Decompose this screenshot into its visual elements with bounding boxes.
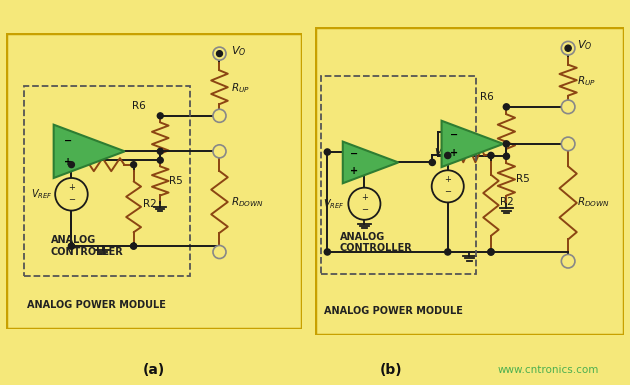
- Text: −: −: [64, 136, 72, 146]
- Text: R1: R1: [96, 146, 110, 156]
- Circle shape: [130, 243, 137, 249]
- Circle shape: [213, 145, 226, 158]
- Text: R6: R6: [132, 101, 146, 111]
- Circle shape: [130, 162, 137, 167]
- Circle shape: [213, 246, 226, 259]
- Text: www.cntronics.com: www.cntronics.com: [497, 365, 598, 375]
- Circle shape: [503, 153, 510, 159]
- Circle shape: [69, 243, 74, 249]
- Circle shape: [217, 51, 222, 57]
- Text: $V_{REF}$: $V_{REF}$: [323, 197, 345, 211]
- Text: $R_{DOWN}$: $R_{DOWN}$: [577, 196, 610, 209]
- Text: R2: R2: [500, 197, 514, 207]
- Text: −: −: [350, 149, 358, 159]
- Text: −: −: [361, 205, 368, 214]
- Circle shape: [488, 152, 494, 159]
- Text: $V_{REF}$: $V_{REF}$: [434, 146, 455, 160]
- Circle shape: [158, 148, 163, 154]
- Text: ANALOG POWER MODULE: ANALOG POWER MODULE: [27, 300, 166, 310]
- Circle shape: [158, 113, 163, 119]
- Text: R2: R2: [142, 199, 156, 209]
- Circle shape: [561, 137, 575, 151]
- Text: R1: R1: [462, 138, 476, 148]
- Text: R5: R5: [515, 174, 529, 184]
- Text: $R_{UP}$: $R_{UP}$: [577, 74, 596, 88]
- Circle shape: [130, 243, 137, 249]
- Circle shape: [488, 249, 494, 255]
- Circle shape: [561, 254, 575, 268]
- Text: +: +: [68, 183, 75, 192]
- Circle shape: [561, 42, 575, 55]
- Text: ANALOG
CONTROLLER: ANALOG CONTROLLER: [340, 232, 413, 253]
- Text: −: −: [450, 130, 458, 140]
- Circle shape: [55, 178, 88, 211]
- Text: (b): (b): [379, 363, 402, 377]
- Text: $R_{DOWN}$: $R_{DOWN}$: [231, 195, 264, 209]
- Circle shape: [324, 149, 330, 155]
- Circle shape: [565, 45, 571, 51]
- Polygon shape: [343, 142, 398, 183]
- Text: R6: R6: [480, 92, 494, 102]
- Circle shape: [213, 109, 226, 122]
- Circle shape: [69, 162, 74, 167]
- Text: +: +: [361, 193, 368, 202]
- Polygon shape: [442, 121, 503, 167]
- Text: +: +: [350, 166, 358, 176]
- Text: ANALOG POWER MODULE: ANALOG POWER MODULE: [324, 306, 463, 316]
- Circle shape: [445, 249, 451, 255]
- Circle shape: [445, 152, 451, 159]
- Circle shape: [561, 100, 575, 114]
- Text: $R_{UP}$: $R_{UP}$: [231, 81, 250, 95]
- Text: R5: R5: [169, 176, 183, 186]
- Polygon shape: [54, 125, 125, 178]
- Text: $V_O$: $V_O$: [577, 38, 593, 52]
- Circle shape: [503, 104, 510, 110]
- Text: $V_O$: $V_O$: [231, 44, 247, 58]
- Text: +: +: [450, 148, 458, 158]
- Text: −: −: [68, 196, 75, 204]
- Text: +: +: [64, 157, 72, 167]
- Circle shape: [213, 47, 226, 60]
- Text: −: −: [444, 187, 451, 196]
- Circle shape: [348, 187, 381, 220]
- Circle shape: [488, 249, 494, 255]
- Circle shape: [503, 141, 510, 147]
- Text: $V_{REF}$: $V_{REF}$: [30, 187, 52, 201]
- Circle shape: [429, 159, 435, 166]
- Text: (a): (a): [143, 363, 166, 377]
- Circle shape: [432, 170, 464, 203]
- Circle shape: [324, 249, 330, 255]
- Circle shape: [69, 243, 74, 249]
- Text: +: +: [444, 176, 451, 184]
- Circle shape: [158, 157, 163, 163]
- Text: ANALOG
CONTROLLER: ANALOG CONTROLLER: [50, 235, 123, 257]
